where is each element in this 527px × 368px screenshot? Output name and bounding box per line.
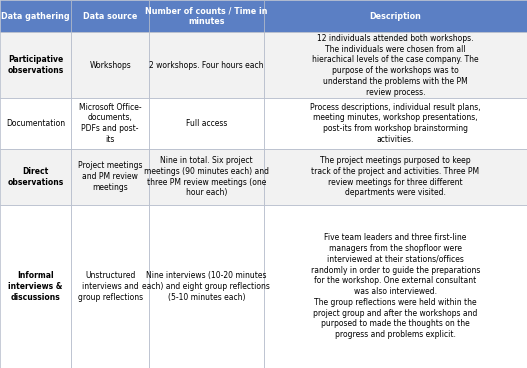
Text: Full access: Full access bbox=[186, 119, 227, 128]
Text: Microsoft Office-
documents,
PDFs and post-
its: Microsoft Office- documents, PDFs and po… bbox=[79, 103, 141, 144]
Text: The project meetings purposed to keep
track of the project and activities. Three: The project meetings purposed to keep tr… bbox=[311, 156, 480, 197]
Bar bbox=[264, 205, 527, 368]
Text: Data gathering: Data gathering bbox=[1, 12, 70, 21]
Bar bbox=[264, 32, 527, 98]
Text: 12 individuals attended both workshops.
The individuals were chosen from all
hie: 12 individuals attended both workshops. … bbox=[312, 34, 479, 96]
Text: Participative
observations: Participative observations bbox=[7, 55, 64, 75]
Bar bbox=[0, 205, 71, 368]
Bar bbox=[71, 98, 149, 149]
Bar bbox=[149, 0, 264, 32]
Text: Direct
observations: Direct observations bbox=[7, 167, 64, 187]
Text: Number of counts / Time in
minutes: Number of counts / Time in minutes bbox=[145, 6, 268, 26]
Text: Unstructured
interviews and
group reflections: Unstructured interviews and group reflec… bbox=[77, 271, 143, 301]
Bar bbox=[149, 149, 264, 205]
Bar bbox=[0, 0, 71, 32]
Text: Documentation: Documentation bbox=[6, 119, 65, 128]
Text: Nine in total. Six project
meetings (90 minutes each) and
three PM review meetin: Nine in total. Six project meetings (90 … bbox=[144, 156, 269, 197]
Bar bbox=[264, 149, 527, 205]
Bar bbox=[0, 149, 71, 205]
Bar bbox=[149, 98, 264, 149]
Bar bbox=[149, 32, 264, 98]
Text: 2 workshops. Four hours each: 2 workshops. Four hours each bbox=[149, 61, 264, 70]
Text: Data source: Data source bbox=[83, 12, 138, 21]
Text: Nine interviews (10-20 minutes
each) and eight group reflections
(5-10 minutes e: Nine interviews (10-20 minutes each) and… bbox=[142, 271, 270, 301]
Bar bbox=[71, 149, 149, 205]
Text: Workshops: Workshops bbox=[89, 61, 131, 70]
Text: Process descriptions, individual result plans,
meeting minutes, workshop present: Process descriptions, individual result … bbox=[310, 103, 481, 144]
Bar bbox=[0, 98, 71, 149]
Text: Project meetings
and PM review
meetings: Project meetings and PM review meetings bbox=[78, 162, 142, 192]
Text: Five team leaders and three first-line
managers from the shopfloor were
intervie: Five team leaders and three first-line m… bbox=[310, 233, 480, 339]
Text: Informal
interviews &
discussions: Informal interviews & discussions bbox=[8, 271, 63, 301]
Bar bbox=[71, 0, 149, 32]
Text: Description: Description bbox=[369, 12, 421, 21]
Bar bbox=[71, 205, 149, 368]
Bar bbox=[264, 0, 527, 32]
Bar bbox=[149, 205, 264, 368]
Bar bbox=[71, 32, 149, 98]
Bar bbox=[0, 32, 71, 98]
Bar bbox=[264, 98, 527, 149]
